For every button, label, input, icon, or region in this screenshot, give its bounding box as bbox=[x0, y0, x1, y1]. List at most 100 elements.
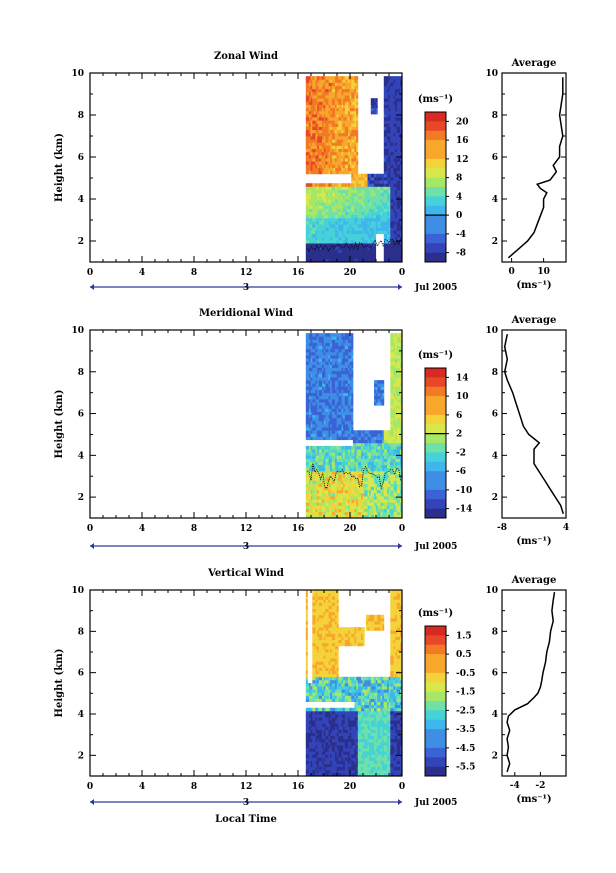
heatmap-cell bbox=[310, 411, 313, 415]
heatmap-cell bbox=[362, 436, 365, 441]
heatmap-cell bbox=[310, 214, 313, 219]
heatmap-cell bbox=[372, 107, 375, 112]
heatmap-cell bbox=[315, 239, 318, 244]
heatmap-cell bbox=[318, 154, 321, 159]
heatmap-cell bbox=[318, 113, 321, 118]
heatmap-cell bbox=[328, 186, 331, 190]
heatmap-cell bbox=[349, 79, 352, 83]
heatmap-cell bbox=[323, 355, 326, 359]
heatmap-cell bbox=[370, 233, 373, 238]
heatmap-cell bbox=[338, 211, 341, 216]
heatmap-cell bbox=[312, 249, 315, 253]
heatmap-cell bbox=[333, 386, 336, 390]
heatmap-cell bbox=[326, 221, 329, 225]
heatmap-cell bbox=[336, 348, 339, 353]
heatmap-cell bbox=[320, 255, 323, 260]
heatmap-cell bbox=[339, 383, 342, 387]
heatmap-cell bbox=[339, 158, 342, 162]
heatmap-cell bbox=[335, 336, 338, 340]
heatmap-cell bbox=[369, 255, 372, 260]
heatmap-cell bbox=[348, 164, 351, 168]
heatmap-cell bbox=[333, 471, 336, 475]
heatmap-cell bbox=[393, 120, 396, 124]
heatmap-cell bbox=[307, 420, 310, 425]
heatmap-cell bbox=[312, 145, 315, 149]
heatmap-cell bbox=[351, 471, 354, 475]
heatmap-cell bbox=[305, 120, 308, 124]
heatmap-cell bbox=[387, 221, 390, 225]
heatmap-cell bbox=[383, 189, 386, 194]
heatmap-cell bbox=[325, 195, 328, 200]
heatmap-cell bbox=[349, 101, 352, 105]
heatmap-cell bbox=[341, 511, 344, 516]
heatmap-cell bbox=[361, 173, 364, 178]
heatmap-cell bbox=[331, 107, 334, 112]
heatmap-cell bbox=[395, 101, 398, 105]
heatmap-cell bbox=[343, 508, 346, 513]
heatmap-cell bbox=[333, 148, 336, 153]
heatmap-cell bbox=[312, 367, 315, 372]
heatmap-cell bbox=[370, 101, 373, 105]
heatmap-cell bbox=[330, 420, 333, 425]
heatmap-cell bbox=[343, 243, 346, 247]
heatmap-cell bbox=[364, 433, 367, 437]
heatmap-cell bbox=[390, 95, 393, 99]
heatmap-cell bbox=[346, 139, 349, 143]
heatmap-cell bbox=[388, 217, 391, 222]
heatmap-cell bbox=[318, 508, 321, 513]
heatmap-cell bbox=[331, 243, 334, 247]
heatmap-cell bbox=[323, 199, 326, 203]
heatmap-cell bbox=[322, 392, 325, 397]
heatmap-cell bbox=[322, 85, 325, 90]
heatmap-cell bbox=[310, 161, 313, 165]
heatmap-cell bbox=[330, 405, 333, 409]
profile-unit: (ms⁻¹) bbox=[516, 280, 551, 291]
heatmap-cell bbox=[335, 380, 338, 384]
heatmap-cell bbox=[388, 154, 391, 159]
heatmap-cell bbox=[375, 217, 378, 222]
heatmap-cell bbox=[352, 224, 355, 228]
heatmap-cell bbox=[335, 258, 338, 263]
heatmap-cell bbox=[310, 98, 313, 102]
heatmap-cell bbox=[348, 461, 351, 466]
heatmap-cell bbox=[307, 505, 310, 509]
heatmap-cell bbox=[338, 101, 341, 105]
heatmap-cell bbox=[365, 436, 368, 441]
heatmap-cell bbox=[343, 117, 346, 121]
heatmap-cell bbox=[383, 76, 386, 80]
heatmap-cell bbox=[343, 164, 346, 168]
heatmap-cell bbox=[310, 480, 313, 484]
heatmap-cell bbox=[387, 110, 390, 115]
heatmap-cell bbox=[338, 333, 341, 337]
heatmap-cell bbox=[385, 170, 388, 175]
heatmap-cell bbox=[333, 414, 336, 419]
heatmap-cell bbox=[395, 151, 398, 156]
heatmap-cell bbox=[326, 373, 329, 378]
heatmap-cell bbox=[400, 195, 403, 200]
heatmap-cell bbox=[357, 442, 360, 447]
heatmap-cell bbox=[318, 511, 321, 516]
heatmap-cell bbox=[367, 233, 370, 238]
heatmap-cell bbox=[338, 195, 341, 200]
heatmap-cell bbox=[396, 79, 399, 83]
heatmap-cell bbox=[341, 449, 344, 453]
heatmap-cell bbox=[391, 113, 394, 118]
heatmap-cell bbox=[310, 113, 313, 118]
heatmap-cell bbox=[383, 82, 386, 86]
heatmap-cell bbox=[354, 239, 357, 244]
heatmap-cell bbox=[365, 214, 368, 219]
heatmap-cell bbox=[390, 76, 393, 80]
heatmap-cell bbox=[356, 439, 359, 444]
heatmap-cell bbox=[305, 233, 308, 238]
heatmap-cell bbox=[312, 433, 315, 437]
heatmap-cell bbox=[323, 101, 326, 105]
heatmap-cell bbox=[351, 148, 354, 153]
heatmap-cell bbox=[365, 224, 368, 228]
heatmap-cell bbox=[346, 154, 349, 159]
heatmap-cell bbox=[330, 395, 333, 400]
heatmap-cell bbox=[310, 367, 313, 372]
heatmap-cell bbox=[325, 126, 328, 131]
heatmap-cell bbox=[349, 161, 352, 165]
heatmap-cell bbox=[346, 221, 349, 225]
heatmap-cell bbox=[310, 236, 313, 241]
